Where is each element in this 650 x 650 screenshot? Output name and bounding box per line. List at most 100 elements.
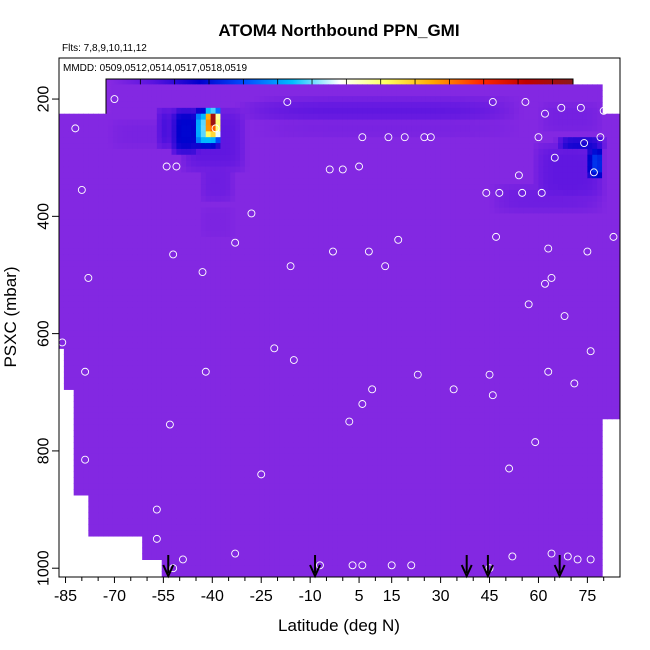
- heat-cell: [308, 406, 314, 414]
- heat-cell: [357, 213, 363, 220]
- heat-cell: [313, 424, 319, 431]
- heat-cell: [200, 289, 207, 297]
- heat-cell: [347, 266, 354, 273]
- heat-cell: [293, 342, 300, 349]
- heat-cell: [93, 518, 99, 525]
- heat-cell: [215, 172, 222, 179]
- heat-cell: [127, 254, 133, 261]
- heat-cell: [303, 541, 310, 549]
- heat-cell: [73, 119, 80, 127]
- heat-cell: [323, 236, 329, 244]
- heat-cell: [78, 137, 85, 144]
- heat-cell: [78, 330, 85, 338]
- heat-cell: [230, 301, 236, 308]
- heat-cell: [191, 494, 197, 502]
- heat-cell: [337, 277, 344, 285]
- heat-cell: [88, 166, 94, 173]
- heat-cell: [284, 565, 290, 572]
- heat-cell: [279, 336, 285, 344]
- heat-cell: [166, 559, 173, 566]
- heat-cell: [225, 172, 231, 179]
- heat-cell: [323, 383, 329, 390]
- heat-cell: [195, 277, 202, 285]
- heat-cell: [195, 195, 202, 203]
- heat-cell: [127, 494, 133, 502]
- heat-cell: [235, 395, 241, 402]
- heat-cell: [303, 225, 310, 232]
- heat-cell: [308, 518, 314, 525]
- heat-cell: [308, 412, 314, 420]
- heat-cell: [337, 225, 344, 232]
- heat-cell: [181, 313, 187, 320]
- heat-cell: [88, 436, 94, 443]
- heat-cell: [264, 178, 270, 185]
- heat-cell: [142, 365, 148, 373]
- heat-cell: [122, 172, 129, 179]
- heat-cell: [156, 494, 163, 502]
- heat-cell: [240, 283, 246, 291]
- heat-cell: [244, 260, 251, 267]
- heat-cell: [318, 330, 324, 338]
- heat-cell: [68, 219, 75, 226]
- heat-cell: [132, 96, 138, 103]
- heat-cell: [284, 383, 290, 390]
- heat-cell: [313, 90, 319, 97]
- heat-cell: [240, 336, 246, 344]
- heat-cell: [230, 471, 236, 478]
- heat-cell: [98, 266, 104, 273]
- heat-cell: [161, 412, 168, 420]
- heat-cell: [332, 90, 339, 97]
- heat-cell: [308, 125, 314, 132]
- heat-cell: [288, 477, 295, 484]
- heat-cell: [259, 107, 266, 115]
- heat-cell: [347, 489, 354, 496]
- heat-cell: [328, 254, 334, 261]
- heat-cell: [195, 113, 202, 121]
- heat-cell: [191, 272, 197, 279]
- heat-cell: [303, 565, 310, 572]
- heat-cell: [235, 430, 241, 437]
- heat-cell: [323, 459, 329, 467]
- heat-cell: [142, 412, 148, 420]
- heat-cell: [88, 530, 94, 537]
- heat-cell: [288, 324, 295, 332]
- heat-cell: [210, 154, 217, 162]
- heat-cell: [298, 242, 305, 250]
- heat-cell: [98, 154, 104, 162]
- heat-cell: [249, 348, 256, 355]
- heat-cell: [186, 453, 192, 461]
- heat-cell: [244, 213, 251, 220]
- heat-cell: [132, 324, 138, 332]
- heat-cell: [288, 178, 295, 185]
- heat-cell: [137, 225, 143, 232]
- heat-cell: [68, 137, 75, 144]
- heat-cell: [303, 412, 310, 420]
- heat-cell: [293, 489, 300, 496]
- heat-cell: [225, 131, 231, 138]
- heat-cell: [240, 477, 246, 484]
- heat-cell: [195, 119, 202, 127]
- heat-cell: [352, 506, 359, 514]
- heat-cell: [264, 389, 270, 396]
- heat-cell: [88, 242, 94, 250]
- heat-cell: [274, 424, 280, 431]
- heat-cell: [293, 436, 300, 443]
- heat-cell: [142, 248, 148, 256]
- heat-cell: [318, 254, 324, 261]
- heat-cell: [171, 389, 178, 396]
- heat-cell: [337, 137, 344, 144]
- heat-cell: [337, 201, 344, 209]
- heat-cell: [156, 406, 163, 414]
- heat-cell: [88, 330, 94, 338]
- heat-cell: [156, 395, 163, 402]
- heat-cell: [210, 406, 217, 414]
- heat-cell: [161, 272, 168, 279]
- heat-cell: [337, 559, 344, 566]
- heat-cell: [313, 324, 319, 332]
- heat-cell: [298, 500, 305, 508]
- heat-cell: [83, 160, 89, 168]
- heat-cell: [73, 477, 80, 484]
- heat-cell: [264, 313, 270, 320]
- heat-cell: [215, 436, 222, 443]
- heat-cell: [254, 512, 261, 519]
